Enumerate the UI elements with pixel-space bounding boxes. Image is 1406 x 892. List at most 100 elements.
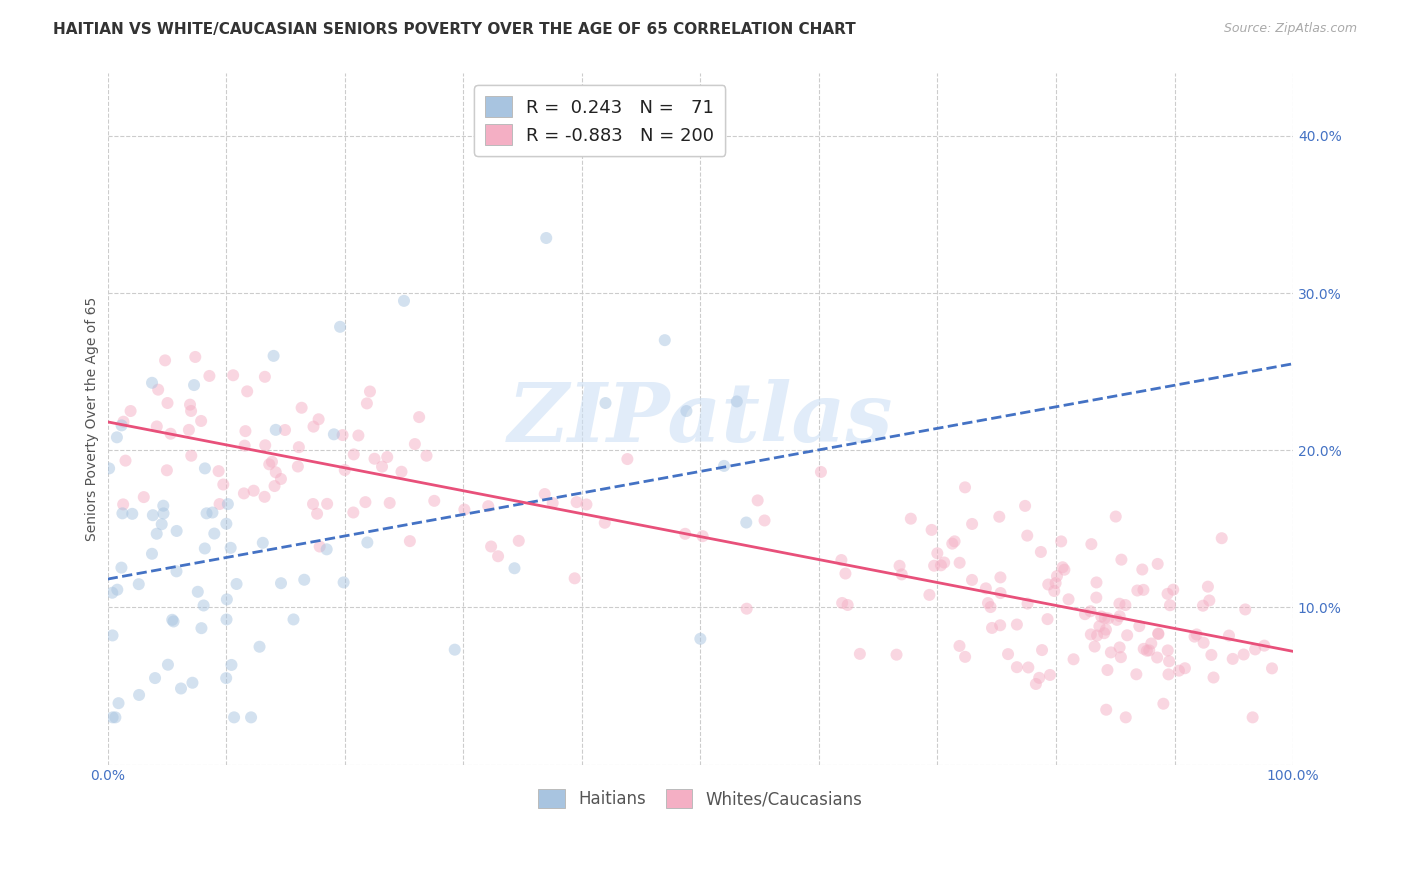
Point (889, 558, 911, 573)
Point (477, 499, 499, 513)
Point (1080, 627, 1102, 641)
Point (112, 497, 135, 511)
Point (953, 649, 976, 664)
Point (315, 542, 337, 557)
Point (1253, 639, 1275, 653)
Point (1017, 660, 1039, 674)
Point (927, 546, 949, 560)
Point (834, 566, 856, 581)
Point (960, 516, 983, 531)
Point (918, 588, 941, 602)
Point (1074, 607, 1097, 622)
Point (423, 493, 446, 508)
Point (453, 502, 475, 516)
Point (533, 487, 555, 501)
Point (1114, 598, 1136, 612)
Point (929, 558, 952, 573)
Point (988, 618, 1011, 632)
Point (375, 450, 398, 464)
Point (943, 534, 966, 549)
Point (1088, 619, 1111, 633)
Point (974, 582, 997, 596)
Point (1125, 667, 1147, 681)
Point (152, 507, 174, 521)
Point (392, 293, 415, 308)
Point (145, 526, 167, 541)
Point (1140, 636, 1163, 650)
Point (1130, 562, 1153, 576)
Point (253, 490, 276, 504)
Point (399, 534, 422, 549)
Point (541, 496, 564, 510)
Point (1161, 582, 1184, 597)
Point (202, 526, 225, 541)
Point (302, 419, 325, 434)
Point (486, 549, 509, 564)
Point (1132, 641, 1154, 656)
Point (194, 461, 217, 475)
Point (347, 428, 370, 442)
Point (120, 404, 142, 418)
Point (404, 437, 426, 451)
Point (948, 639, 970, 653)
Point (1137, 643, 1160, 657)
Point (193, 599, 215, 613)
Point (1014, 499, 1036, 513)
Point (1045, 576, 1067, 591)
Point (1057, 592, 1080, 607)
Point (222, 710, 245, 724)
Point (1105, 509, 1128, 524)
Point (141, 547, 163, 561)
Point (159, 426, 181, 441)
Point (689, 632, 711, 646)
Point (142, 508, 165, 523)
Point (1039, 668, 1062, 682)
Point (503, 561, 526, 575)
Point (132, 490, 155, 504)
Point (105, 582, 128, 597)
Point (754, 513, 776, 527)
Point (263, 349, 285, 363)
Point (283, 612, 305, 626)
Point (735, 601, 758, 615)
Point (1097, 611, 1119, 625)
Point (195, 506, 218, 520)
Point (1185, 627, 1208, 641)
Point (1159, 599, 1181, 613)
Point (225, 577, 247, 591)
Point (479, 540, 502, 554)
Point (110, 560, 132, 574)
Point (292, 573, 315, 587)
Point (260, 455, 283, 469)
Point (1197, 580, 1219, 594)
Point (156, 463, 179, 477)
Point (1094, 611, 1116, 625)
Point (291, 401, 314, 415)
Point (831, 596, 853, 610)
Point (302, 497, 325, 511)
Point (152, 499, 174, 513)
Point (207, 464, 229, 478)
Point (1152, 697, 1174, 711)
Point (1095, 703, 1118, 717)
Point (997, 647, 1019, 661)
Point (1105, 613, 1128, 627)
Point (922, 558, 945, 573)
Point (1174, 661, 1197, 675)
Point (890, 567, 912, 582)
Point (886, 648, 908, 662)
Point (1192, 636, 1215, 650)
Point (673, 526, 696, 541)
Point (1085, 591, 1108, 605)
Point (378, 496, 401, 510)
Point (1244, 642, 1267, 657)
Point (415, 449, 437, 463)
Text: ZIPatlas: ZIPatlas (508, 379, 893, 458)
Point (236, 384, 259, 399)
Point (1017, 528, 1039, 542)
Text: HAITIAN VS WHITE/CAUCASIAN SENIORS POVERTY OVER THE AGE OF 65 CORRELATION CHART: HAITIAN VS WHITE/CAUCASIAN SENIORS POVER… (53, 22, 856, 37)
Point (1084, 640, 1107, 654)
Point (1126, 583, 1149, 598)
Point (675, 404, 697, 418)
Point (1116, 628, 1139, 642)
